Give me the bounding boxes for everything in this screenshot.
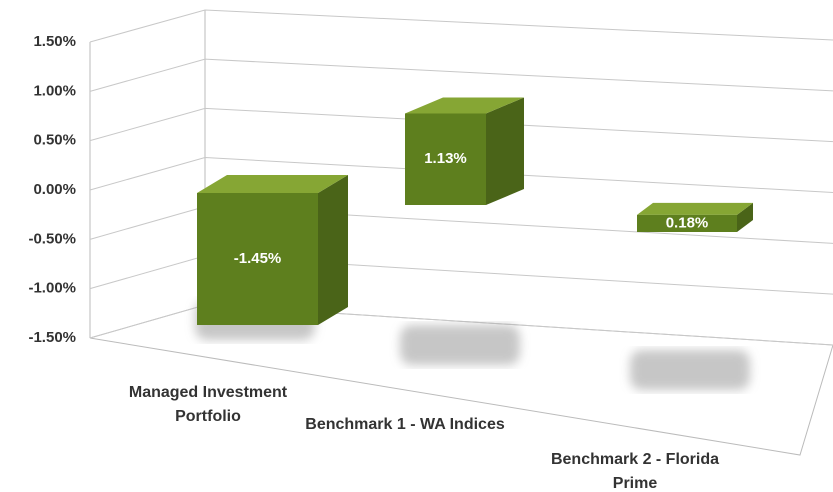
bar-front [197,193,318,325]
bar-front [405,113,486,205]
y-tick-label: -1.50% [28,329,76,346]
bar-side [737,202,753,232]
x-tick-label: Managed Investment Portfolio [128,384,288,425]
grid-line [89,156,833,193]
y-tick-label: 1.00% [33,82,76,99]
bar-top [197,175,348,193]
y-tick-label: 1.50% [33,33,76,50]
bar [405,97,524,205]
data-label: -1.45% [234,250,282,267]
data-label: 0.18% [666,214,709,231]
bar-shadow [400,325,520,365]
x-tick-label: Benchmark 2 - Florida Prime [550,451,720,492]
bar [637,202,753,232]
x-tick-label: Benchmark 1 - WA Indices [305,416,505,433]
bar-front [637,214,737,232]
bar-shadow [630,350,750,390]
y-tick-label: -0.50% [28,230,76,247]
bar-top [637,202,753,215]
bar-top [405,97,524,114]
grid-line [89,58,833,92]
bar-side [486,97,524,205]
bar-side [318,175,348,325]
y-tick-label: -1.00% [28,280,76,297]
data-label: 1.13% [424,150,467,167]
grid-line [89,9,833,43]
y-tick-label: 0.50% [33,132,76,149]
y-tick-label: 0.00% [33,181,76,198]
bar [197,175,348,325]
grid-line [89,107,833,143]
